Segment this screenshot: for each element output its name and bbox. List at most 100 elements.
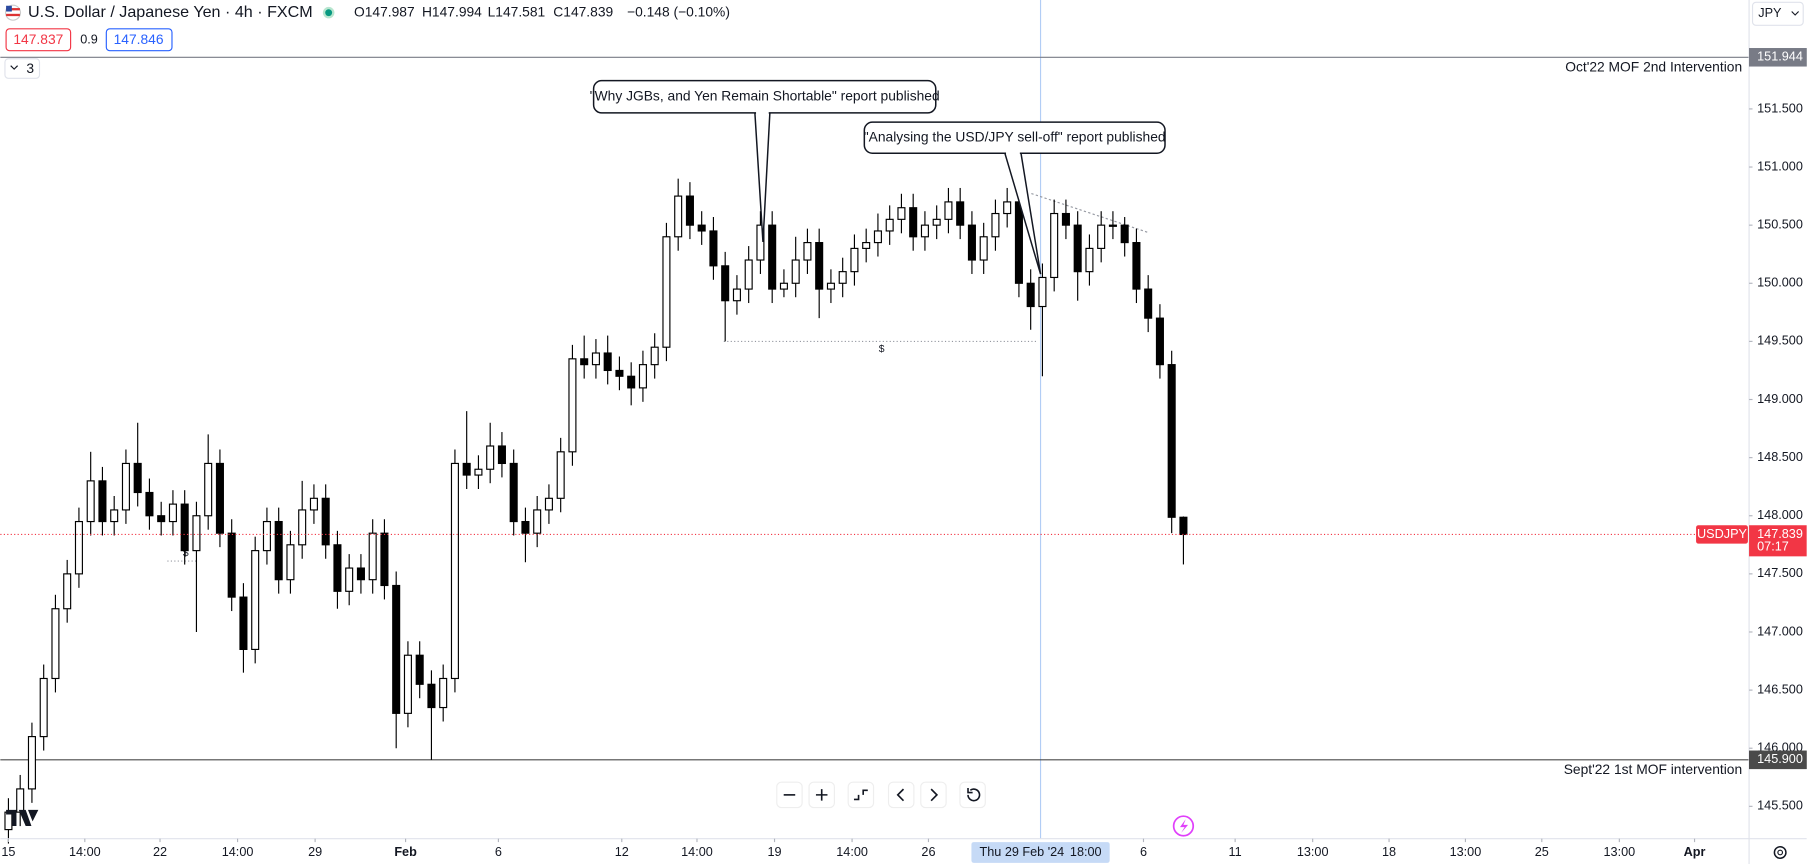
- y-tick-label: 149.500: [1757, 334, 1803, 348]
- candle-body: [145, 491, 154, 517]
- candle-body: [98, 480, 107, 523]
- x-tick-label: 14:00: [69, 845, 101, 859]
- candle-body: [345, 567, 354, 592]
- buy-price[interactable]: 147.846: [114, 31, 164, 47]
- x-tick-label: 26: [921, 845, 935, 859]
- y-tick-label: 151.500: [1757, 101, 1803, 115]
- candle-body: [333, 544, 342, 592]
- candle-body: [674, 195, 683, 238]
- candle-body: [956, 201, 965, 226]
- indicator-count[interactable]: 3: [26, 60, 34, 76]
- reset-button[interactable]: [959, 781, 986, 809]
- x-tick-label: 12: [615, 845, 629, 859]
- settings-icon[interactable]: [1773, 845, 1787, 859]
- candle-body: [427, 683, 436, 709]
- x-tick-label: 22: [153, 845, 167, 859]
- zoom-in-button[interactable]: [808, 781, 835, 809]
- candle-body: [732, 288, 741, 302]
- liquidity-label: $: [183, 548, 189, 559]
- x-tick-label: 13:00: [1604, 845, 1636, 859]
- candle-body: [486, 445, 495, 470]
- scroll-left-button[interactable]: [887, 781, 915, 809]
- candle-body: [133, 462, 142, 494]
- candle-body: [862, 242, 871, 249]
- x-tick-label: 13:00: [1297, 845, 1329, 859]
- symbol-tag-label: USDJPY: [1697, 527, 1747, 541]
- candle-body: [803, 242, 812, 261]
- candle-body: [920, 224, 929, 238]
- candle-body: [192, 515, 201, 552]
- sell-price[interactable]: 147.837: [13, 31, 63, 47]
- candle-body: [909, 207, 918, 238]
- x-tick-label: Apr: [1684, 845, 1706, 859]
- price-marker: [1749, 48, 1807, 67]
- ohlc-change: −0.148 (−0.10%): [627, 3, 730, 19]
- candle-body: [1097, 224, 1106, 249]
- y-tick-label: 147.500: [1757, 566, 1803, 580]
- chart-title: U.S. Dollar / Japanese Yen · 4h · FXCM: [28, 3, 313, 21]
- candle-body: [204, 462, 213, 517]
- alerts-icon[interactable]: [1172, 815, 1195, 837]
- candle-body: [544, 497, 553, 511]
- plot-area: Oct'22 MOF 2nd Intervention Sept'22 1st M…: [0, 0, 1750, 844]
- y-tick-label: 145.500: [1757, 799, 1803, 813]
- candle-body: [380, 532, 389, 587]
- candle-body: [450, 462, 459, 680]
- candle-body: [756, 224, 765, 261]
- candle-body: [721, 265, 730, 302]
- candle-body: [744, 259, 753, 290]
- indicator-toggle[interactable]: 3: [4, 58, 41, 79]
- candle-body: [709, 230, 718, 267]
- candle-body: [991, 212, 1000, 238]
- y-tick-label: 147.000: [1757, 624, 1803, 638]
- ohlc-low: L147.581: [488, 3, 546, 19]
- x-tick-label: Feb: [394, 845, 417, 859]
- zoom-out-button[interactable]: [776, 781, 803, 809]
- reset-scale-button[interactable]: [847, 781, 875, 809]
- trend-line: [1031, 192, 1150, 234]
- candle-body: [1073, 224, 1082, 273]
- candle-body: [650, 346, 659, 366]
- candle-body: [262, 520, 271, 552]
- candle-body: [779, 282, 788, 290]
- buy-button[interactable]: 147.846: [105, 28, 173, 52]
- y-tick-label: 149.000: [1757, 392, 1803, 406]
- candle-body: [51, 608, 60, 680]
- symbol-tag: [1696, 525, 1748, 544]
- spread: 0.9: [80, 33, 98, 47]
- candle-body: [556, 451, 565, 499]
- callout-pointer: [754, 112, 771, 242]
- candle-body: [356, 567, 365, 581]
- candle-body: [1014, 201, 1023, 284]
- candle-body: [873, 230, 882, 244]
- sell-button[interactable]: 147.837: [5, 28, 72, 52]
- y-tick-label: 148.500: [1757, 450, 1803, 464]
- candle-body: [509, 462, 518, 523]
- candle-body: [239, 596, 248, 650]
- axes: 151.944145.900145.500146.000146.500147.0…: [1, 48, 1807, 863]
- y-tick-label: 151.000: [1757, 159, 1803, 173]
- candle-body: [274, 520, 283, 581]
- candle-body: [39, 677, 48, 738]
- callout-text: "Why JGBs, and Yen Remain Shortable" rep…: [590, 87, 940, 103]
- x-tick-label: 25: [1535, 845, 1549, 859]
- candle-body: [462, 462, 471, 476]
- candle-body: [1003, 201, 1012, 215]
- candle-body: [838, 271, 847, 284]
- candle-body: [474, 468, 483, 476]
- x-tick-label: 29: [308, 845, 322, 859]
- candle-body: [298, 509, 307, 546]
- candle-body: [1167, 364, 1176, 518]
- price-axis: [1749, 0, 1807, 864]
- currency[interactable]: JPY: [1758, 6, 1782, 20]
- candle-body: [121, 462, 130, 511]
- callout-text: "Analysing the USD/JPY sell-off" report …: [864, 128, 1166, 144]
- candle-body: [227, 532, 236, 598]
- x-tick-label: 15: [1, 845, 15, 859]
- scroll-right-button[interactable]: [920, 781, 947, 809]
- candle-body: [1155, 317, 1164, 366]
- x-tick-label: 6: [495, 845, 502, 859]
- currency-button[interactable]: JPY: [1751, 1, 1804, 26]
